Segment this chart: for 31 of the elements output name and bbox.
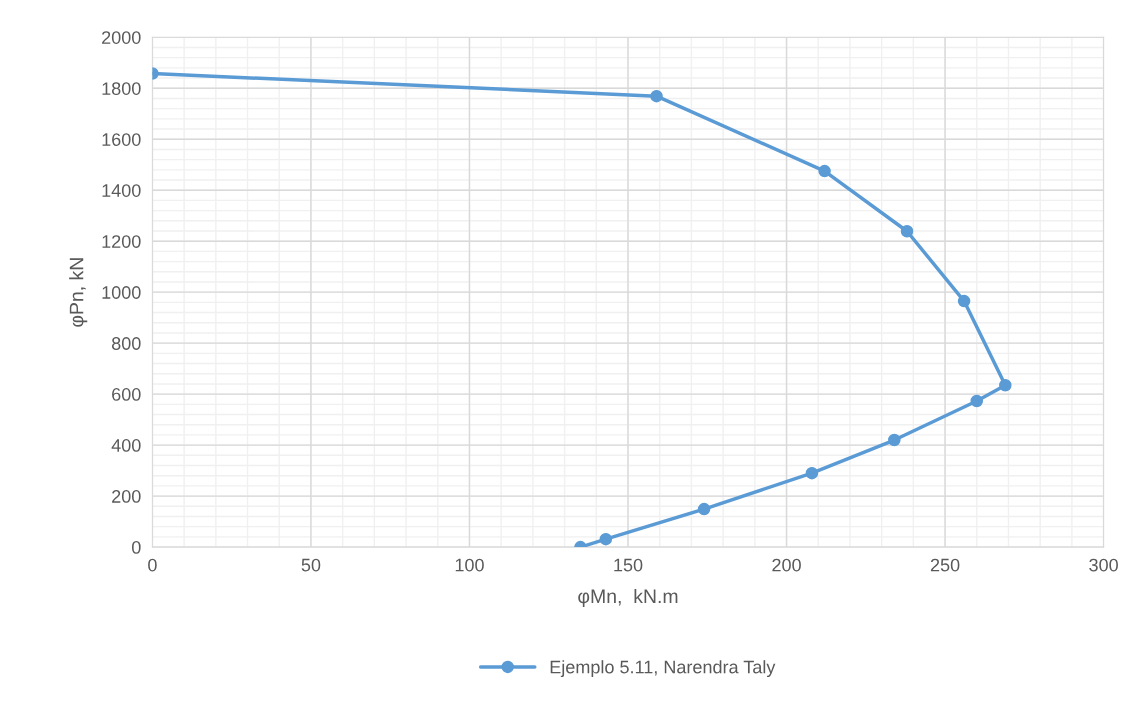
x-tick-label: 0	[148, 558, 157, 572]
point	[999, 378, 1012, 392]
legend-label: Ejemplo 5.11, Narendra Taly	[550, 660, 776, 678]
point	[888, 433, 901, 447]
point	[599, 532, 613, 546]
y-axis-title: φPn, kN	[69, 258, 88, 327]
point	[650, 89, 663, 103]
y-tick-label: 400	[111, 439, 141, 452]
point	[805, 466, 819, 480]
point	[818, 164, 831, 178]
y-tick-label: 1000	[102, 286, 141, 299]
y-tick-label: 200	[112, 490, 141, 503]
x-tick-label: 200	[772, 558, 801, 572]
y-tick-label: 1400	[102, 184, 141, 197]
x-tick-label: 150	[614, 558, 643, 572]
y-tick-label: 800	[111, 337, 141, 350]
x-tick-label: 100	[455, 558, 484, 572]
x-axis-title: φMn, kN.m	[578, 588, 678, 608]
point	[697, 502, 711, 516]
x-tick-label: 50	[301, 558, 321, 572]
point	[900, 225, 914, 238]
y-tick-label: 1800	[102, 82, 141, 95]
point	[970, 394, 984, 408]
y-tick-label: 0	[131, 541, 141, 554]
y-tick-label: 2000	[102, 31, 141, 44]
y-tick-label: 600	[112, 388, 141, 401]
x-tick-label: 250	[930, 558, 960, 572]
point	[957, 294, 971, 308]
y-tick-label: 1600	[102, 133, 141, 146]
x-tick-label: 300	[1089, 558, 1118, 572]
y-tick-label: 1200	[102, 235, 141, 248]
